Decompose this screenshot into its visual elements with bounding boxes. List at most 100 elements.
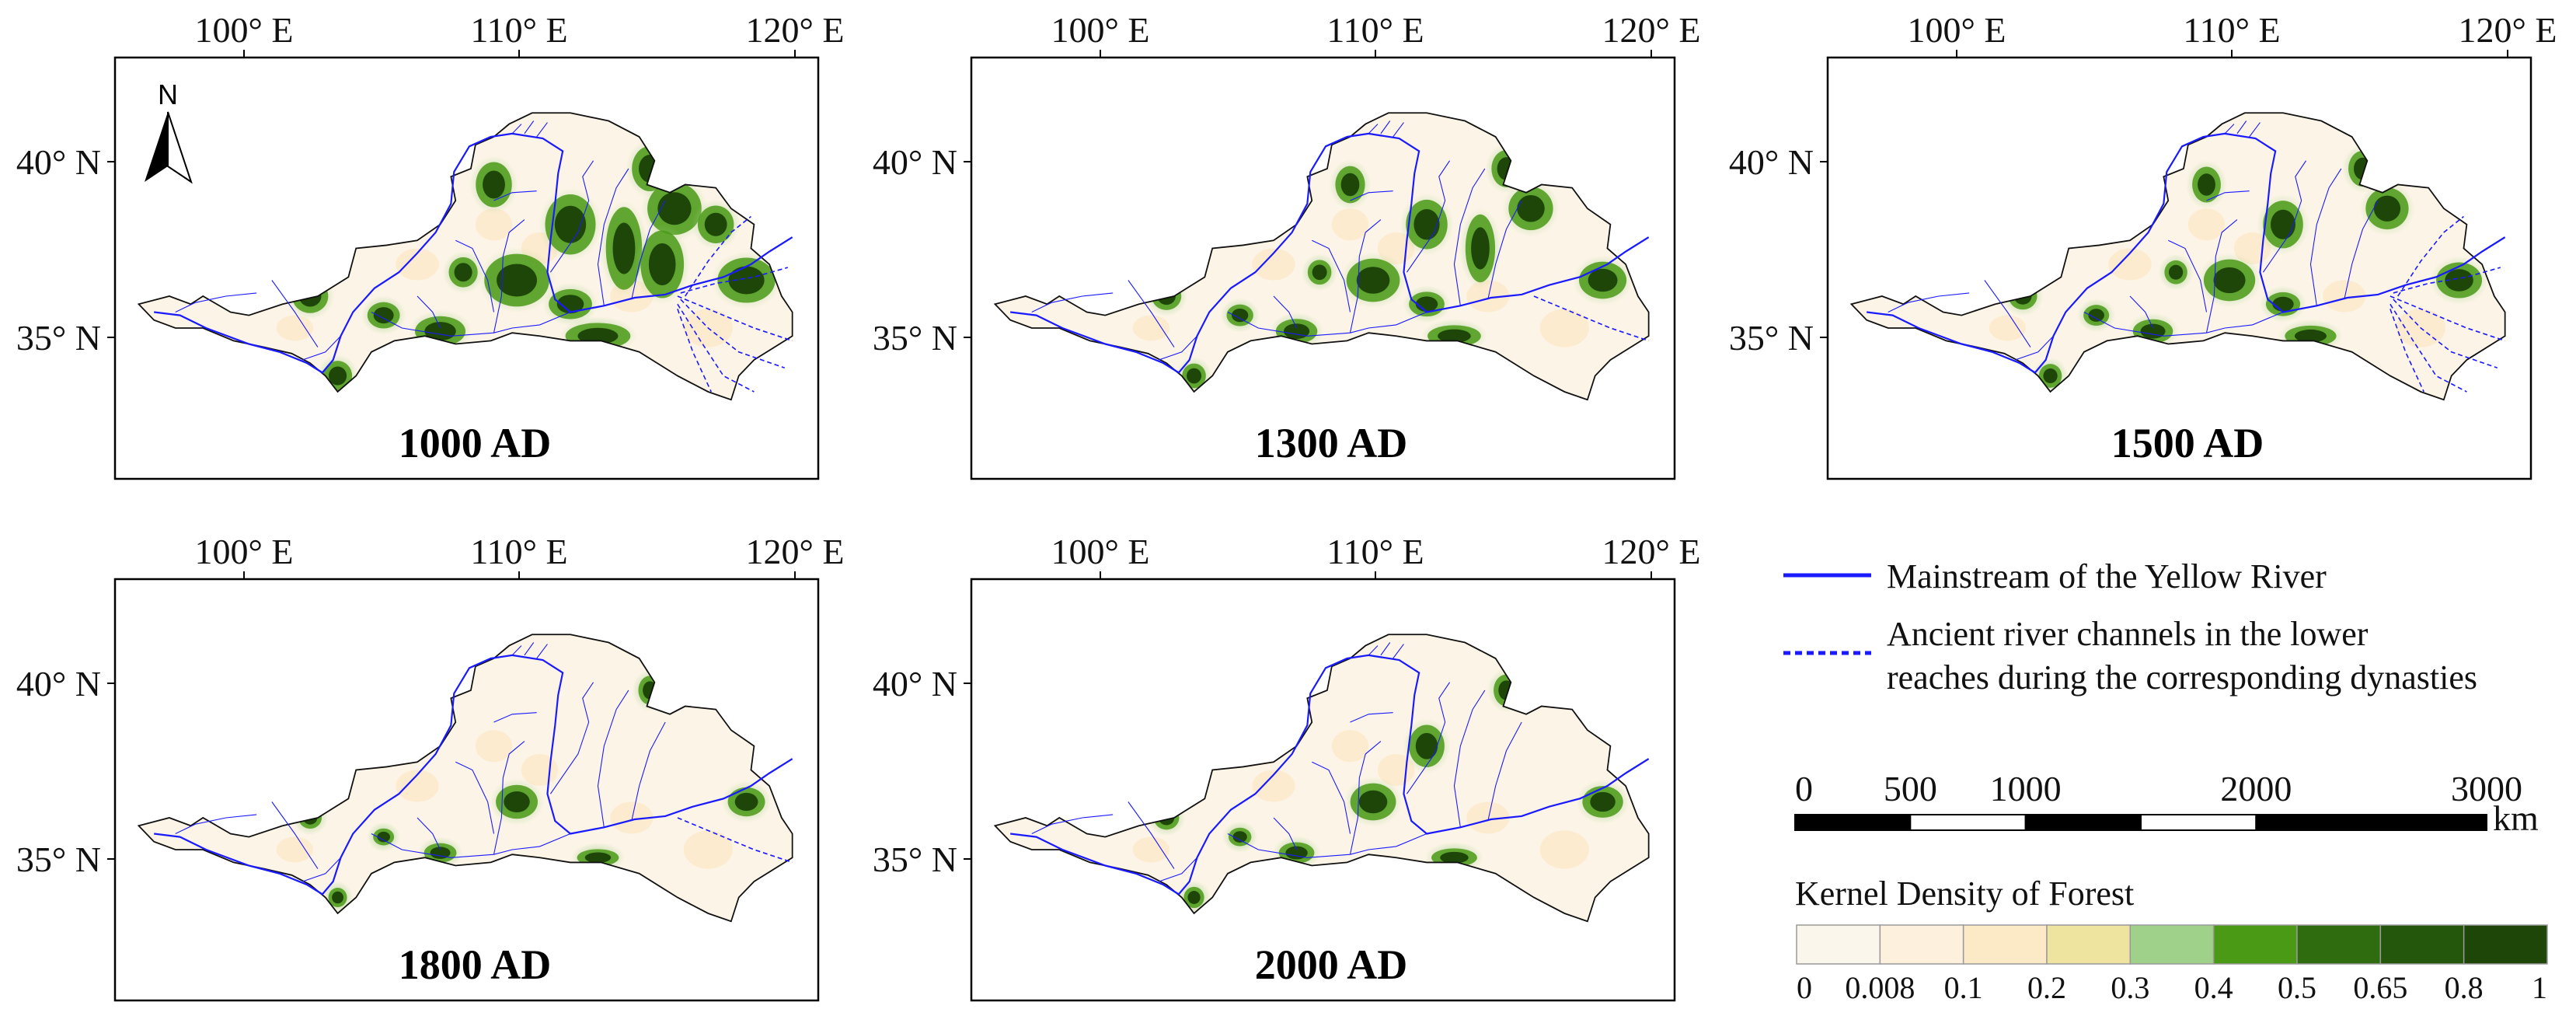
colorbar-swatch — [2129, 924, 2215, 965]
forest-density-patch — [396, 770, 439, 802]
forest-density-core — [734, 792, 758, 812]
scale-bar-segment — [2024, 814, 2142, 831]
forest-density-core — [1231, 308, 1249, 323]
lon-tick-label: 100° E — [1051, 10, 1150, 50]
forest-density-patch — [1539, 309, 1589, 347]
scale-bar-segment — [1909, 814, 2027, 831]
ancient-river-channel — [677, 303, 755, 393]
basin-map — [994, 112, 1650, 401]
forest-density-core — [1312, 264, 1327, 281]
lon-tick-label: 110° E — [470, 532, 567, 571]
panel-year-label: 1800 AD — [399, 941, 552, 988]
forest-density-core — [1415, 296, 1438, 312]
ancient-river-channel — [1533, 295, 1649, 342]
forest-density-core — [1440, 851, 1469, 864]
legend-ancient-label-line2: reaches during the corresponding dynasti… — [1887, 658, 2477, 697]
basin-map — [138, 112, 793, 401]
forest-density-patch — [1466, 801, 1510, 834]
lon-tick-label: 100° E — [195, 10, 294, 50]
legend-ancient-label-line1: Ancient river channels in the lower — [1887, 615, 2369, 653]
forest-density-core — [704, 212, 727, 236]
colorbar-label: 0.65 — [2353, 970, 2407, 1005]
forest-density-patch — [1252, 248, 1295, 281]
forest-density-core — [454, 263, 472, 282]
scale-bar-label: 500 — [1884, 769, 1937, 808]
forest-density-core — [332, 891, 343, 904]
colorbar-title: Kernel Density of Forest — [1795, 875, 2134, 913]
map-panel-p1500: 100° E 110° E 120° E 40° N 35° N 1500 AD — [1729, 10, 2557, 480]
colorbar-label: 0.4 — [2194, 970, 2233, 1005]
panel-year-label: 1000 AD — [399, 420, 552, 466]
forest-density-core — [430, 847, 451, 859]
scale-bar-label: 2000 — [2220, 769, 2292, 808]
forest-density-core — [2168, 264, 2184, 280]
lon-tick-label: 110° E — [1326, 10, 1424, 50]
forest-density-core — [2294, 329, 2327, 343]
forest-density-core — [504, 791, 530, 813]
forest-density-core — [1438, 329, 1471, 343]
forest-density-core — [1356, 267, 1390, 294]
forest-density-patch — [396, 248, 439, 281]
forest-density-patch — [1132, 315, 1170, 341]
forest-density-patch — [1252, 770, 1295, 802]
forest-density-patch — [683, 830, 733, 869]
forest-density-core — [329, 366, 347, 386]
north-arrow-label: N — [158, 79, 178, 110]
forest-density-core — [1340, 173, 1360, 197]
map-panel-p1300: 100° E 110° E 120° E 40° N 35° N 1300 AD — [873, 10, 1701, 480]
colorbar-swatch — [2463, 924, 2548, 965]
legend: Mainstream of the Yellow River Ancient ri… — [1783, 557, 2548, 1005]
forest-density-core — [2043, 368, 2058, 384]
map-panel-p1800: 100° E 110° E 120° E 40° N 35° N 1800 AD — [16, 532, 845, 1002]
forest-density-patch — [276, 836, 314, 863]
scale-bar-segment — [2140, 814, 2257, 831]
forest-density-core — [1187, 368, 1202, 384]
forest-density-core — [483, 170, 505, 199]
lat-tick-label: 40° N — [16, 142, 101, 182]
colorbar-swatch — [2212, 924, 2298, 965]
lon-tick-label: 120° E — [1602, 10, 1701, 50]
lon-tick-label: 120° E — [2459, 10, 2557, 50]
ancient-river-channel — [680, 267, 788, 294]
scale-bar-label: 1000 — [1990, 769, 2062, 808]
ancient-river-channel — [2393, 267, 2501, 294]
forest-density-core — [728, 266, 765, 295]
colorbar-label: 0 — [1797, 970, 1812, 1005]
forest-density-core — [1232, 831, 1247, 843]
forest-density-core — [2088, 309, 2104, 322]
forest-density-core — [1471, 227, 1490, 270]
lon-tick-label: 120° E — [1602, 532, 1701, 571]
colorbar-swatch — [2379, 924, 2465, 965]
north-arrow-right — [167, 111, 193, 184]
forest-density-patch — [2323, 280, 2366, 312]
lon-tick-label: 100° E — [195, 532, 294, 571]
forest-density-core — [657, 192, 692, 225]
lat-tick-label: 35° N — [873, 318, 957, 358]
colorbar-label: 0.008 — [1845, 970, 1915, 1005]
forest-density-core — [2445, 269, 2473, 292]
forest-density-patch — [1132, 836, 1170, 863]
basin-map — [1850, 112, 2506, 401]
ancient-river-channel — [680, 299, 786, 369]
forest-density-core — [2140, 323, 2166, 339]
colorbar-label: 0.3 — [2111, 970, 2149, 1005]
colorbar-swatch — [2046, 924, 2132, 965]
colorbar-label: 0.8 — [2445, 970, 2484, 1005]
lon-tick-label: 100° E — [1908, 10, 2006, 50]
colorbar-swatch — [2296, 924, 2382, 965]
forest-density-patch — [2187, 208, 2226, 241]
lon-tick-label: 110° E — [1326, 532, 1424, 571]
panel-year-label: 2000 AD — [1255, 941, 1408, 988]
colorbar-swatch — [1962, 924, 2048, 965]
forest-density-core — [373, 307, 394, 324]
ancient-river-channel — [2393, 299, 2498, 369]
forest-density-layer — [1912, 144, 2488, 395]
forest-density-patch — [276, 315, 314, 341]
panel-year-label: 1300 AD — [1255, 420, 1408, 466]
forest-density-patch — [1331, 730, 1369, 763]
north-arrow-left — [145, 112, 168, 182]
lon-tick-label: 100° E — [1051, 532, 1150, 571]
forest-density-core — [1413, 209, 1440, 240]
forest-density-core — [1358, 790, 1388, 814]
